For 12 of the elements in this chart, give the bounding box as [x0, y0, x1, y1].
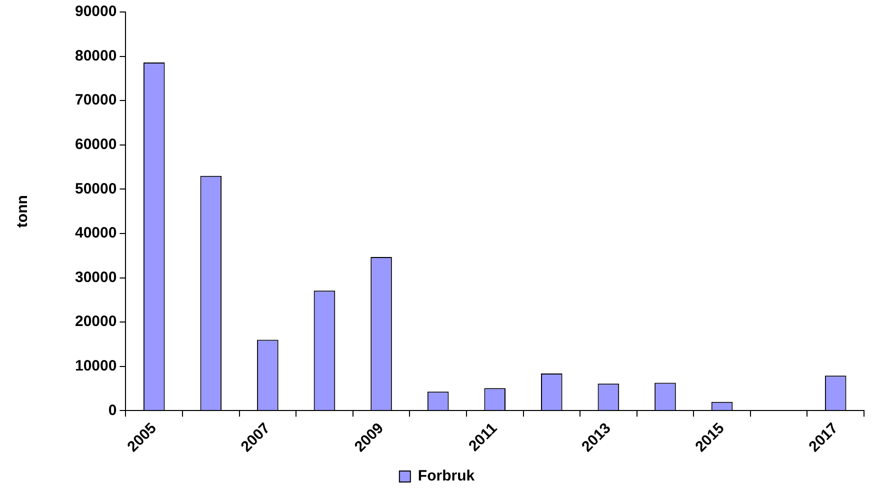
y-tick-label: 20000 [74, 313, 117, 330]
y-tick-label: 0 [108, 402, 117, 419]
legend-label: Forbruk [418, 468, 476, 485]
y-tick-label: 50000 [74, 180, 117, 198]
y-tick-label: 90000 [74, 3, 117, 20]
y-tick-label: 10000 [74, 358, 117, 375]
y-axis-title: tonn [14, 195, 32, 228]
y-tick-label: 60000 [74, 136, 117, 154]
y-tick-label: 80000 [74, 47, 117, 64]
y-tick-label: 70000 [74, 92, 117, 109]
y-tick-label: 30000 [74, 268, 117, 286]
y-tick-label: 40000 [74, 224, 117, 242]
